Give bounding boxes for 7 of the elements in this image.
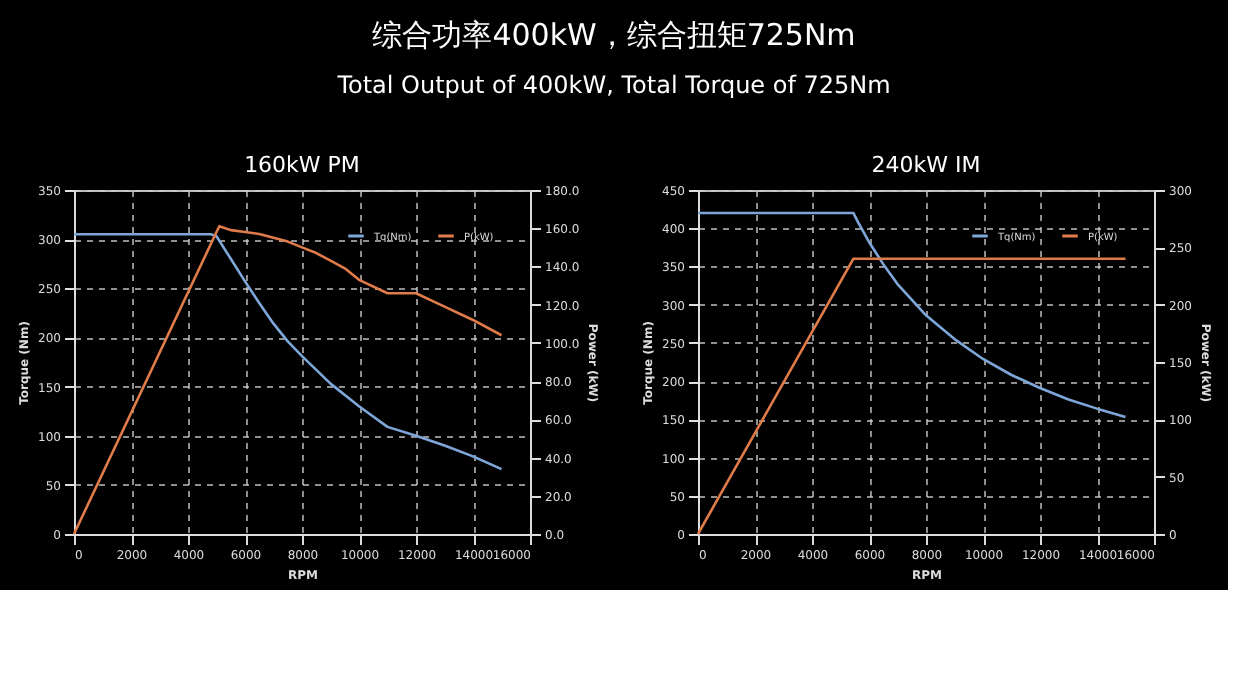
- chart-title: 240kW IM: [871, 152, 981, 178]
- text: Total Output of 400kW, Total Torque of 725Nm: [335, 71, 891, 99]
- line-series: [72, 232, 503, 471]
- text: 综合功率400kW，综合扭矩725Nm: [372, 17, 856, 53]
- line-series: [72, 225, 503, 536]
- chart-title: 160kW PM: [244, 152, 360, 178]
- line-series: [696, 211, 1127, 419]
